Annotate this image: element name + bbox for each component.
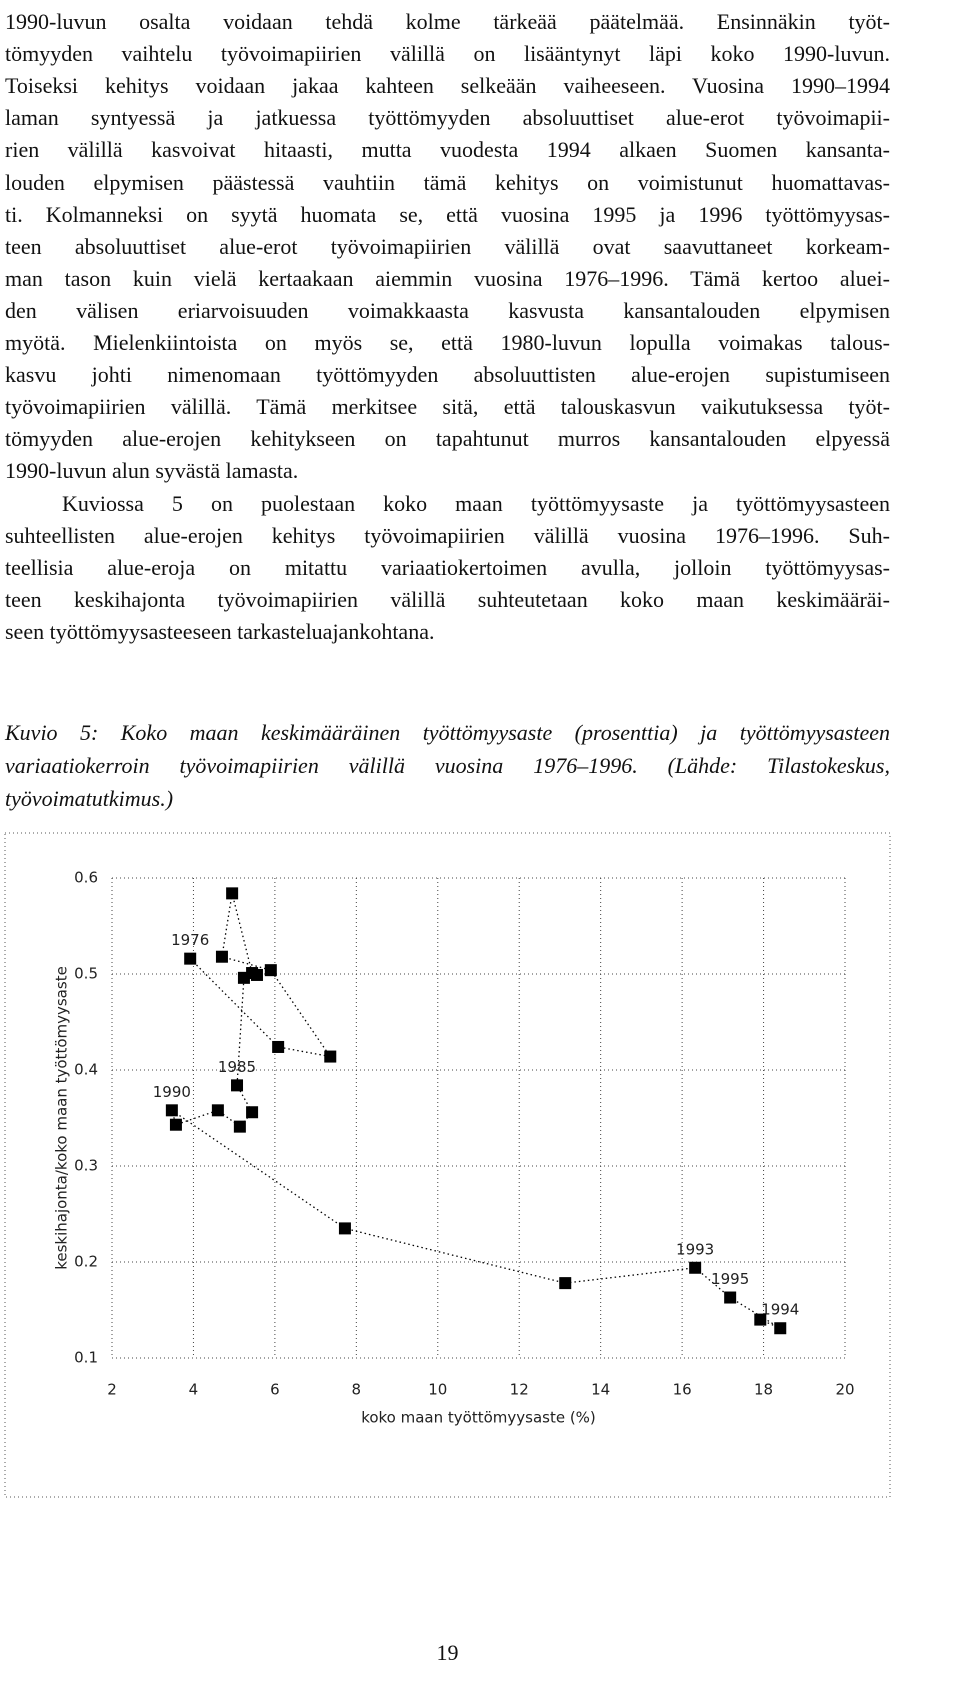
text-line: suhteellisten alue-erojen kehitys työvoi… bbox=[5, 522, 890, 548]
x-tick-label: 14 bbox=[591, 1381, 610, 1399]
text-line: den välisen eriarvoisuuden voimakkaasta … bbox=[5, 297, 890, 323]
x-tick-label: 8 bbox=[352, 1381, 362, 1399]
point-label: 1995 bbox=[711, 1270, 749, 1288]
data-point bbox=[324, 1050, 337, 1063]
x-tick-label: 10 bbox=[428, 1381, 447, 1399]
page-number: 19 bbox=[436, 1640, 459, 1665]
data-point bbox=[559, 1277, 572, 1290]
data-point bbox=[754, 1313, 767, 1326]
text-line: myötä. Mielenkiintoista on myös se, että… bbox=[5, 330, 890, 355]
x-tick-label: 20 bbox=[835, 1381, 854, 1399]
data-point bbox=[233, 1120, 246, 1133]
data-point bbox=[237, 971, 250, 984]
point-label: 1993 bbox=[676, 1240, 714, 1258]
data-point bbox=[184, 952, 197, 965]
caption-line: variaatiokerroin työvoimapiirien välillä… bbox=[5, 753, 890, 778]
point-label: 1976 bbox=[171, 931, 209, 949]
text-line: teen absoluuttiset alue-erot työvoimapii… bbox=[5, 233, 890, 259]
text-line: kasvu johti nimenomaan työttömyyden abso… bbox=[5, 362, 890, 388]
text-line: ti. Kolmanneksi on syytä huomata se, ett… bbox=[5, 201, 890, 227]
data-point bbox=[226, 887, 239, 900]
data-line bbox=[170, 893, 781, 1329]
caption-line: työvoimatutkimus.) bbox=[5, 786, 174, 811]
text-line: tömyyden vaihtelu työvoimapiirien välill… bbox=[5, 41, 890, 67]
y-tick-label: 0.4 bbox=[74, 1061, 98, 1079]
y-tick-label: 0.3 bbox=[74, 1157, 98, 1175]
y-tick-label: 0.5 bbox=[74, 965, 98, 983]
text-line: Kuviossa 5 on puolestaan koko maan tyött… bbox=[62, 490, 890, 516]
data-point bbox=[165, 1104, 178, 1117]
x-tick-label: 6 bbox=[270, 1381, 280, 1399]
y-tick-label: 0.6 bbox=[74, 869, 98, 887]
data-point bbox=[169, 1118, 182, 1131]
y-tick-label: 0.1 bbox=[74, 1349, 98, 1367]
x-tick-label: 18 bbox=[754, 1381, 773, 1399]
text-line: Toiseksi kehitys voidaan jakaa kahteen s… bbox=[5, 73, 890, 99]
point-label: 1985 bbox=[218, 1058, 256, 1076]
data-point bbox=[264, 964, 277, 977]
text-line: 1990-luvun alun syvästä lamasta. bbox=[5, 458, 299, 484]
x-tick-label: 4 bbox=[189, 1381, 199, 1399]
chart-frame bbox=[4, 832, 891, 1498]
data-point bbox=[211, 1104, 224, 1117]
data-point bbox=[724, 1291, 737, 1304]
text-line: rien välillä kasvoivat hitaasti, mutta v… bbox=[5, 137, 890, 163]
point-label: 1994 bbox=[761, 1301, 799, 1319]
text-line: 1990-luvun osalta voidaan tehdä kolme tä… bbox=[5, 9, 890, 34]
data-point bbox=[689, 1261, 702, 1274]
point-label: 1990 bbox=[153, 1083, 191, 1101]
data-point bbox=[246, 1106, 259, 1119]
data-point bbox=[231, 1079, 244, 1092]
data-point bbox=[250, 968, 263, 981]
caption-line: Kuvio 5: Koko maan keskimääräinen työttö… bbox=[5, 720, 890, 745]
x-tick-label: 16 bbox=[673, 1381, 692, 1399]
y-tick-label: 0.2 bbox=[74, 1253, 98, 1271]
text-line: työvoimapiirien välillä. Tämä merkitsee … bbox=[5, 394, 890, 420]
text-line: seen työttömyysasteeseen tarkasteluajank… bbox=[5, 618, 435, 644]
data-point bbox=[215, 950, 228, 963]
data-point bbox=[272, 1040, 285, 1053]
x-tick-label: 2 bbox=[107, 1381, 117, 1399]
text-line: teen keskihajonta työvoimapiirien välill… bbox=[5, 586, 890, 612]
data-point bbox=[774, 1322, 787, 1335]
x-tick-label: 12 bbox=[510, 1381, 529, 1399]
text-line: tömyyden alue-erojen kehitykseen on tapa… bbox=[5, 426, 890, 452]
data-point bbox=[338, 1222, 351, 1235]
text-line: man tason kuin vielä kertaakaan aiemmin … bbox=[5, 265, 890, 291]
x-axis-label: koko maan työttömyysaste (%) bbox=[361, 1409, 596, 1427]
text-line: teellisia alue-eroja on mitattu variaati… bbox=[5, 554, 890, 580]
y-axis-label: keskihajonta/koko maan työttömyysaste bbox=[53, 966, 71, 1270]
text-line: laman syntyessä ja jatkuessa työttömyyde… bbox=[5, 105, 890, 131]
text-line: louden elpymisen päästessä vauhtiin tämä… bbox=[5, 169, 890, 195]
